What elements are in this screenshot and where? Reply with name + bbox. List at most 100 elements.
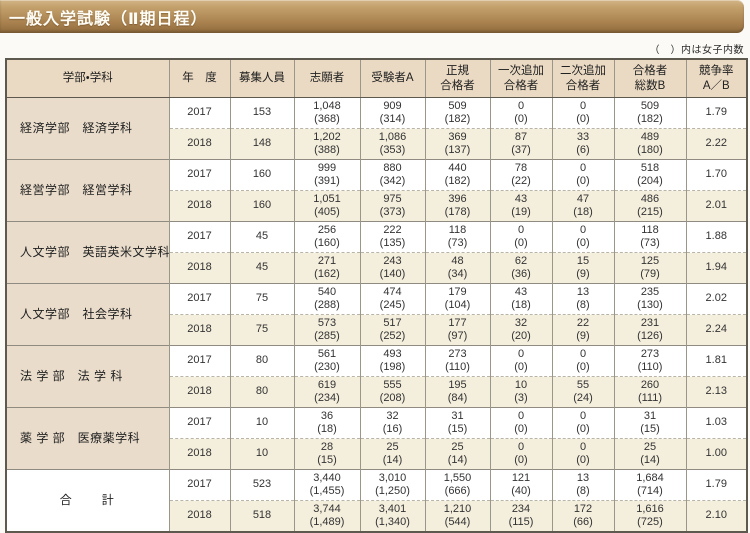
year-cell: 2018 [168,314,230,346]
applicants-cell: 999 (391) [293,159,360,191]
table-row: 2018 45 271 (162) 243 (140) 48 (34) 62 (36) 15… [6,252,747,284]
regular-cell: 273 (110) [424,345,490,377]
add1-cell: 0 (0) [489,345,552,377]
year-cell: 2017 [168,469,230,501]
total-b-cell: 509 (182) [613,97,686,129]
examinees-cell: 32 (16) [359,407,425,439]
capacity-cell: 45 [229,221,294,253]
faculty-cell: 人文学部 社会学科 [5,283,169,346]
add2-cell: 13 (8) [551,469,614,501]
examinees-cell: 243 (140) [359,252,425,284]
examinees-cell: 493 (198) [359,345,425,377]
capacity-cell: 148 [229,128,294,160]
total-b-cell: 260 (111) [613,376,686,408]
faculty-cell: 人文学部 英語英米文学科 [5,221,169,284]
examinees-cell: 25 (14) [359,438,425,470]
year-cell: 2018 [168,500,230,532]
total-label-cell: 合 計 [5,469,169,532]
total-b-cell: 118 (73) [613,221,686,253]
header-applicants: 志願者 [293,59,360,98]
rate-cell: 2.24 [685,314,747,346]
applicants-cell: 573 (285) [293,314,360,346]
applicants-cell: 1,048 (368) [293,97,360,129]
examinees-cell: 909 (314) [359,97,425,129]
header-regular-pass: 正規 合格者 [424,59,490,98]
rate-cell: 2.02 [685,283,747,315]
rate-cell: 1.88 [685,221,747,253]
add2-cell: 0 (0) [551,159,614,191]
rate-cell: 2.22 [685,128,747,160]
capacity-cell: 523 [229,469,294,501]
regular-cell: 179 (104) [424,283,490,315]
add1-cell: 0 (0) [489,438,552,470]
add1-cell: 43 (18) [489,283,552,315]
examinees-cell: 3,010 (1,250) [359,469,425,501]
section-title-bar: 一般入学試験（Ⅱ期日程） [0,0,744,33]
rate-cell: 2.13 [685,376,747,408]
faculty-cell: 法 学 部 法 学 科 [5,345,169,408]
add1-cell: 0 (0) [489,407,552,439]
faculty-cell: 経営学部 経営学科 [5,159,169,222]
rate-cell: 1.00 [685,438,747,470]
applicants-cell: 3,440 (1,455) [293,469,360,501]
year-cell: 2018 [168,376,230,408]
regular-cell: 1,210 (544) [424,500,490,532]
table-row: 経済学部 経済学科 2017 153 1,048 (368) 909 (314) 509 … [5,97,747,160]
applicants-cell: 3,744 (1,489) [293,500,360,532]
applicants-cell: 619 (234) [293,376,360,408]
add1-cell: 0 (0) [489,97,552,129]
add2-cell: 0 (0) [551,97,614,129]
total-b-cell: 1,684 (714) [613,469,686,501]
add1-cell: 78 (22) [489,159,552,191]
capacity-cell: 153 [229,97,294,129]
add2-cell: 0 (0) [551,345,614,377]
year-cell: 2017 [168,283,230,315]
applicants-cell: 1,202 (388) [293,128,360,160]
header-examinees: 受験者A [359,59,425,98]
examinees-cell: 517 (252) [359,314,425,346]
add1-cell: 10 (3) [489,376,552,408]
add1-cell: 234 (115) [489,500,552,532]
regular-cell: 1,550 (666) [424,469,490,501]
capacity-cell: 75 [229,283,294,315]
add2-cell: 13 (8) [551,283,614,315]
applicants-cell: 271 (162) [293,252,360,284]
year-cell: 2017 [168,159,230,191]
table-row: 2018 80 619 (234) 555 (208) 195 (84) 10 (3) 55… [6,376,747,408]
regular-cell: 369 (137) [424,128,490,160]
table-row: 薬 学 部 医療薬学科 2017 10 36 (18) 32 (16) 31 (15) 0 … [5,407,747,470]
applicants-cell: 1,051 (405) [293,190,360,222]
table-row: 2018 148 1,202 (388) 1,086 (353) 369 (137) 87… [6,128,747,160]
rate-cell: 1.03 [685,407,747,439]
rate-cell: 1.79 [685,469,747,501]
header-year: 年 度 [168,59,230,98]
table-row: 人文学部 社会学科 2017 75 540 (288) 474 (245) 179 (10… [5,283,747,346]
table-row: 2018 10 28 (15) 25 (14) 25 (14) 0 (0) 0 (0) 25 … [6,438,747,470]
total-b-cell: 231 (126) [613,314,686,346]
add2-cell: 15 (9) [551,252,614,284]
total-b-cell: 235 (130) [613,283,686,315]
header-total-pass: 合格者 総数B [613,59,686,98]
total-b-cell: 25 (14) [613,438,686,470]
year-cell: 2018 [168,190,230,222]
examinees-cell: 975 (373) [359,190,425,222]
header-capacity: 募集人員 [229,59,294,98]
year-cell: 2018 [168,252,230,284]
total-b-cell: 518 (204) [613,159,686,191]
year-cell: 2017 [168,407,230,439]
rate-cell: 1.79 [685,97,747,129]
regular-cell: 31 (15) [424,407,490,439]
capacity-cell: 80 [229,345,294,377]
regular-cell: 177 (97) [424,314,490,346]
header-faculty: 学部・学科 [5,59,169,98]
total-b-cell: 489 (180) [613,128,686,160]
faculty-cell: 薬 学 部 医療薬学科 [5,407,169,470]
parentheses-note: （ ）内は女子内数 [649,45,744,56]
header-first-additional-pass: 一次追加 合格者 [489,59,552,98]
total-b-cell: 273 (110) [613,345,686,377]
regular-cell: 509 (182) [424,97,490,129]
capacity-cell: 75 [229,314,294,346]
rate-cell: 2.01 [685,190,747,222]
applicants-cell: 36 (18) [293,407,360,439]
page-title: 一般入学試験（Ⅱ期日程） [9,10,208,28]
